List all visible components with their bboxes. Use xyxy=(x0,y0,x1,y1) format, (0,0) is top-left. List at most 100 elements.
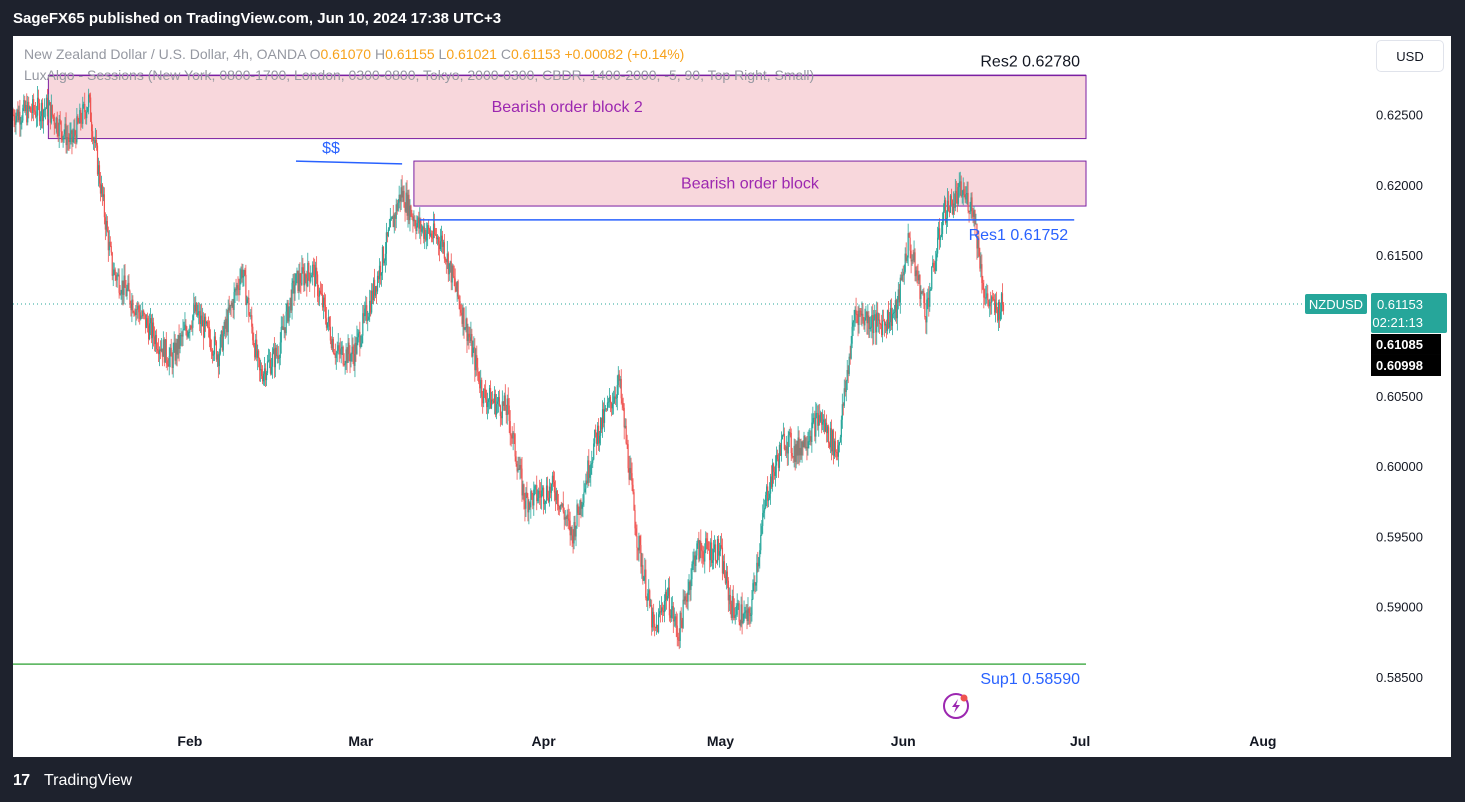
candle-body xyxy=(241,269,243,278)
candle-body xyxy=(55,117,57,129)
candle-body xyxy=(144,313,146,315)
candle-body xyxy=(474,347,476,371)
candle-body xyxy=(298,273,300,291)
candle-body xyxy=(263,368,266,374)
candle-body xyxy=(972,211,974,217)
candle-body xyxy=(557,504,559,507)
candle-body xyxy=(343,364,345,366)
candle-body xyxy=(748,608,750,613)
candle-body xyxy=(765,495,767,508)
candle-body xyxy=(779,444,782,456)
candle-body xyxy=(850,343,852,359)
candle-body xyxy=(785,446,787,450)
candle-body xyxy=(520,465,522,469)
candle-body xyxy=(394,214,396,219)
candle-body xyxy=(480,379,482,389)
candle-body xyxy=(79,110,81,124)
currency-button[interactable]: USD xyxy=(1376,40,1444,72)
order-blocks: Bearish order block 2 Bearish order block xyxy=(47,74,1087,207)
candle-body xyxy=(786,446,788,454)
candle-body xyxy=(705,538,707,550)
candle-body xyxy=(315,267,317,287)
candle-body xyxy=(794,445,796,462)
candle-body xyxy=(200,315,202,324)
candle-body xyxy=(631,473,633,485)
candle-body xyxy=(30,107,32,113)
candle-body xyxy=(388,227,390,230)
candle-body xyxy=(694,555,696,566)
candle-body xyxy=(488,388,491,400)
candle-body xyxy=(217,354,219,367)
candle-body xyxy=(284,327,286,334)
candle-body xyxy=(550,484,553,493)
candle-body xyxy=(554,492,556,501)
candle-body xyxy=(585,480,587,489)
candle-body xyxy=(385,232,387,254)
candle-body xyxy=(172,349,174,368)
candle-body xyxy=(110,246,112,253)
candle-body xyxy=(995,302,998,310)
candle-body xyxy=(676,625,678,637)
candle-body xyxy=(296,270,298,274)
candle-body xyxy=(878,319,880,321)
candle-body xyxy=(206,321,209,327)
candle-body xyxy=(610,402,613,409)
candle-body xyxy=(446,253,448,263)
candle-body xyxy=(518,468,520,470)
candle-body xyxy=(37,97,40,104)
candle-body xyxy=(797,437,799,456)
candle-body xyxy=(914,252,916,277)
candle-body xyxy=(579,500,581,515)
candle-body xyxy=(201,315,203,327)
candle-body xyxy=(423,226,425,239)
candle-body xyxy=(846,370,848,381)
candle-body xyxy=(838,442,840,446)
candle-body xyxy=(639,536,641,546)
candle-body xyxy=(75,134,77,143)
candle-body xyxy=(265,372,268,381)
candle-body xyxy=(843,388,845,406)
candle-body xyxy=(76,116,78,143)
candle-body xyxy=(881,324,883,335)
candle-body xyxy=(941,220,944,234)
candle-body xyxy=(129,291,131,304)
candle-body xyxy=(15,116,17,125)
candle-body xyxy=(734,615,736,618)
candle-body xyxy=(458,296,460,302)
candle-body xyxy=(136,308,138,310)
sessions-icon[interactable] xyxy=(943,693,969,719)
candle-body xyxy=(531,491,533,495)
chart-panel[interactable]: Bearish order block 2 Bearish order block… xyxy=(13,36,1451,757)
candle-body xyxy=(237,285,239,289)
candle-body xyxy=(836,452,839,457)
candle-body xyxy=(572,535,574,544)
candle-body xyxy=(152,322,155,337)
candle-body xyxy=(261,376,264,382)
candle-body xyxy=(462,307,464,324)
candle-body xyxy=(169,347,171,357)
indicator-legend[interactable]: LuxAlgo - Sessions (New York, 0800-1700,… xyxy=(24,67,814,83)
candle-body xyxy=(471,334,473,357)
candle-body xyxy=(230,304,232,306)
candle-body xyxy=(528,502,530,513)
candle-body xyxy=(800,447,802,456)
candle-body xyxy=(140,315,142,320)
candle-body xyxy=(399,194,401,202)
candle-body xyxy=(146,318,148,328)
candle-body xyxy=(441,235,443,247)
candle-body xyxy=(704,549,706,562)
candle-body xyxy=(601,409,604,430)
level-label-sup1: Sup1 0.58590 xyxy=(980,671,1080,688)
candle-body xyxy=(509,421,511,435)
candle-body xyxy=(57,132,59,137)
candle-body xyxy=(490,399,493,409)
candle-body xyxy=(334,354,336,359)
candle-body xyxy=(336,351,338,354)
candle-body xyxy=(53,116,55,125)
candle-body xyxy=(538,490,540,498)
candle-body xyxy=(628,468,630,480)
candle-body xyxy=(725,571,727,584)
candle-body xyxy=(1000,293,1003,312)
candle-body xyxy=(667,587,669,596)
